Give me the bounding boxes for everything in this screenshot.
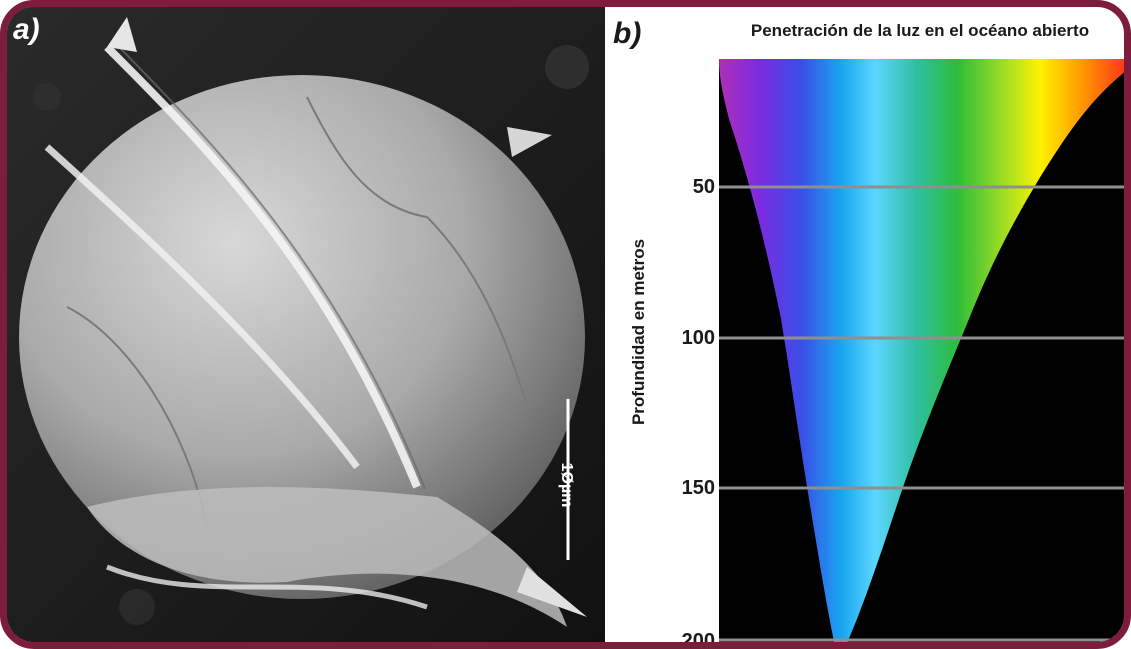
depth-tick-50: 50 xyxy=(692,176,715,198)
light-penetration-chart xyxy=(719,59,1124,642)
spectrum-plot xyxy=(719,59,1124,642)
panel-a-label: a) xyxy=(13,13,40,46)
depth-tick-200: 200 xyxy=(681,630,715,649)
depth-tick-100: 100 xyxy=(681,327,715,349)
y-axis-label: Profundidad en metros xyxy=(607,197,671,467)
micrograph-panel: a) 1Øµm xyxy=(7,7,605,642)
cell-body xyxy=(19,75,585,599)
chart-title: Penetración de la luz en el océano abier… xyxy=(750,21,1090,40)
y-axis-label-text: Profundidad en metros xyxy=(629,238,648,426)
light-funnel xyxy=(719,59,1124,642)
panel-b-label: b) xyxy=(613,17,642,50)
depth-tick-150: 150 xyxy=(681,477,715,499)
dinoflagellate-micrograph xyxy=(7,7,605,642)
scale-bar-label: 1Øµm xyxy=(558,462,575,508)
